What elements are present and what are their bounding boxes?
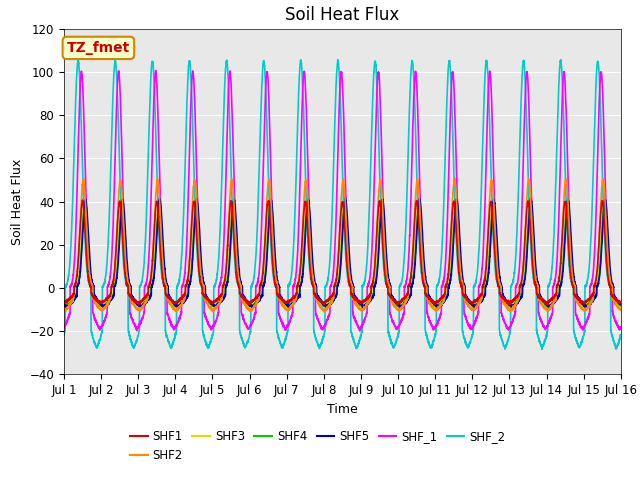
SHF2 (322, 307, 330, 313)
Line: SHF4: SHF4 (64, 203, 621, 308)
Line: SHF1: SHF1 (64, 200, 621, 305)
SHF1 (322, 299, 330, 304)
SHF_1 (436, 312, 444, 318)
SHF3 (433, 305, 440, 311)
Line: SHF3: SHF3 (64, 204, 621, 308)
SHF2 (616, 308, 624, 313)
SHF_2 (617, 333, 625, 338)
SHF_2 (322, 284, 330, 289)
SHF4 (136, 305, 144, 311)
Line: SHF_1: SHF_1 (64, 71, 621, 331)
SHF1 (436, 297, 444, 302)
SHF1 (60, 299, 68, 305)
SHF_2 (160, 283, 168, 289)
SHF_1 (322, 321, 330, 327)
SHF_2 (60, 333, 68, 338)
SHF5 (342, 194, 349, 200)
SHF3 (340, 202, 348, 207)
SHF3 (616, 303, 624, 309)
SHF2 (451, 175, 458, 181)
SHF4 (468, 300, 476, 306)
SHF5 (161, 258, 168, 264)
SHF4 (60, 304, 68, 310)
SHF5 (617, 302, 625, 308)
SHF2 (321, 309, 328, 315)
Legend: SHF1, SHF2, SHF3, SHF4, SHF5, SHF_1, SHF_2: SHF1, SHF2, SHF3, SHF4, SHF5, SHF_1, SHF… (125, 425, 510, 467)
SHF4 (436, 300, 444, 306)
SHF5 (436, 302, 444, 308)
SHF1 (320, 302, 328, 308)
SHF5 (468, 300, 476, 306)
SHF1 (79, 197, 86, 203)
Line: SHF_2: SHF_2 (64, 60, 621, 349)
SHF1 (617, 300, 625, 306)
SHF_2 (538, 347, 546, 352)
SHF5 (60, 300, 68, 306)
SHF_2 (334, 57, 342, 62)
SHF2 (468, 306, 476, 312)
SHF4 (617, 301, 625, 307)
SHF5 (63, 305, 71, 311)
SHF_2 (616, 333, 624, 339)
SHF3 (60, 303, 68, 309)
SHF2 (60, 306, 68, 312)
SHF1 (161, 282, 168, 288)
SHF3 (436, 300, 444, 306)
SHF_2 (436, 267, 444, 273)
SHF1 (616, 300, 624, 306)
SHF_1 (161, 274, 168, 280)
SHF4 (161, 273, 168, 278)
SHF5 (616, 301, 624, 307)
SHF_2 (499, 339, 507, 345)
SHF3 (322, 304, 330, 310)
SHF3 (617, 303, 625, 309)
SHF_1 (499, 315, 507, 321)
SHF1 (468, 299, 476, 305)
SHF_2 (467, 336, 475, 342)
SHF4 (322, 303, 330, 309)
Title: Soil Heat Flux: Soil Heat Flux (285, 6, 399, 24)
SHF4 (499, 294, 507, 300)
Y-axis label: Soil Heat Flux: Soil Heat Flux (11, 158, 24, 245)
SHF3 (160, 276, 168, 282)
SHF_1 (616, 324, 624, 330)
SHF_1 (152, 68, 159, 73)
X-axis label: Time: Time (327, 403, 358, 416)
SHF_1 (356, 328, 364, 334)
SHF_1 (60, 325, 68, 331)
Line: SHF2: SHF2 (64, 178, 621, 312)
SHF_1 (468, 326, 476, 332)
SHF3 (468, 302, 476, 308)
SHF2 (499, 299, 507, 304)
SHF5 (322, 303, 330, 309)
SHF3 (499, 295, 507, 300)
SHF4 (616, 303, 624, 309)
Text: TZ_fmet: TZ_fmet (67, 41, 130, 55)
SHF2 (617, 307, 625, 312)
SHF_1 (617, 324, 625, 330)
SHF2 (160, 273, 168, 279)
Line: SHF5: SHF5 (64, 197, 621, 308)
SHF1 (499, 295, 507, 300)
SHF4 (415, 200, 422, 205)
SHF5 (499, 293, 507, 299)
SHF2 (436, 302, 444, 308)
